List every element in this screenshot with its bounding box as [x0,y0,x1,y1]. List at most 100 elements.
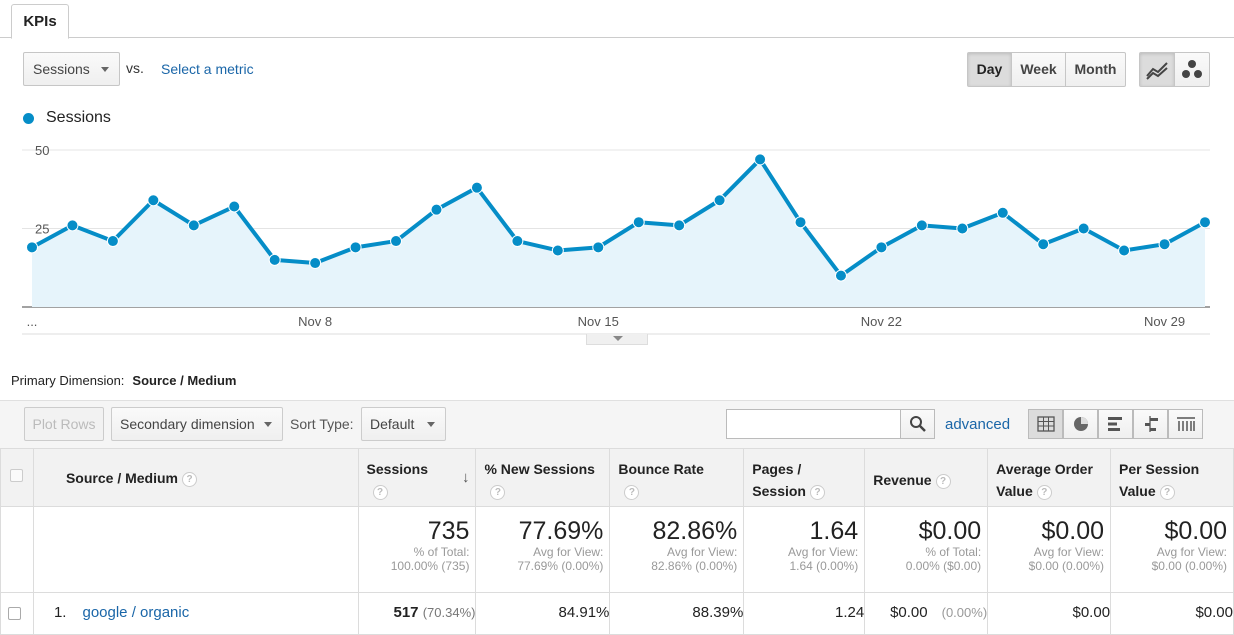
row-sessions-value: 517 [393,604,419,621]
data-point [26,241,38,254]
vs-label: vs. [126,60,144,76]
x-tick-label: Nov 22 [861,314,902,329]
total-sessions-sub2: 100.00% (735) [390,559,470,573]
select-metric-link[interactable]: Select a metric [161,61,254,77]
data-point [1037,238,1050,251]
chevron-down-icon [101,67,109,72]
view-pie-button[interactable] [1063,409,1098,439]
total-avg-order-value: $0.00 Avg for View: $0.00 (0.00%) [987,506,1112,593]
data-point [915,219,928,232]
total-pages-session-value: 1.64 [809,517,859,545]
motion-chart-button[interactable] [1174,52,1210,87]
secondary-dimension-label: Secondary dimension [120,416,255,432]
secondary-dimension-select[interactable]: Secondary dimension [111,407,283,441]
series-line [31,157,1206,278]
col-aov-label-1: Average Order [996,461,1093,477]
help-icon[interactable]: ? [1036,484,1052,500]
help-icon[interactable]: ? [182,471,197,487]
data-point [228,200,241,213]
col-new-sessions[interactable]: % New Sessions? [475,448,611,507]
tab-bar: KPIs [0,0,1234,39]
row-avg-order-value: $0.00 [987,592,1112,635]
col-new-sessions-label: % New Sessions [484,461,595,477]
col-revenue-label: Revenue [873,472,932,488]
x-tick-label: Nov 29 [1144,314,1185,329]
sort-descending-icon[interactable]: ↓ [461,469,470,486]
y-tick-label: 50 [35,143,49,158]
row-pages-session: 1.24 [743,592,866,635]
bubble-chart-icon [1182,60,1202,78]
data-point [754,153,767,166]
sort-type-select[interactable]: Default [361,407,446,441]
metric-select[interactable]: Sessions [23,52,120,86]
row-per-session-value: $0.00 [1110,592,1234,635]
total-aov-value: $0.00 [1041,517,1105,545]
help-icon[interactable]: ? [490,484,506,500]
help-icon[interactable]: ? [372,484,388,500]
x-tick-label: ... [27,314,38,329]
total-bounce-rate-value: 82.86% [652,517,738,545]
row-checkbox[interactable] [8,606,21,620]
select-all-checkbox[interactable] [10,469,23,482]
col-bounce-rate[interactable]: Bounce Rate? [609,448,745,507]
help-icon[interactable]: ? [935,473,951,489]
total-bounce-rate-sub1: Avg for View: [667,545,738,559]
col-source-medium[interactable]: Source / Medium? [32,448,359,507]
data-point [470,181,483,194]
sessions-chart[interactable]: 25 50... Nov 8 Nov 15 Nov 22 Nov 29 [0,130,1234,335]
plot-rows-button[interactable]: Plot Rows [24,407,104,441]
help-icon[interactable]: ? [624,484,640,500]
col-aov-label-2: Value [996,483,1033,499]
table-header-row: Source / Medium? Sessions? ↓ % New Sessio… [0,448,1234,507]
view-table-button[interactable] [1028,409,1063,439]
table-search-input[interactable] [726,409,901,439]
line-chart-button[interactable] [1139,52,1175,87]
total-new-sessions-sub2: 77.69% (0.00%) [517,559,604,573]
search-button[interactable] [900,409,935,439]
data-point [1077,222,1090,235]
bar-chart-icon [1108,417,1122,431]
row-revenue-value: $0.00 [890,604,928,621]
series-area-fill [32,159,1205,307]
view-pivot-button[interactable] [1168,409,1203,439]
total-sessions-value: 735 [427,517,470,545]
view-performance-button[interactable] [1098,409,1133,439]
view-comparison-button[interactable] [1133,409,1168,439]
data-point [834,269,847,282]
data-point [147,194,160,207]
table-row: 1. google / organic 517 (70.34%) 84.91% 8… [0,592,1234,635]
col-avg-order-value[interactable]: Average Order Value? [987,448,1112,507]
primary-dimension-value[interactable]: Source / Medium [132,373,237,388]
chart-collapse-handle[interactable] [586,334,648,345]
day-button[interactable]: Day [967,52,1012,87]
select-all-cell [0,448,34,507]
row-revenue-pct: (0.00%) [941,605,988,620]
tab-kpis[interactable]: KPIs [11,4,69,39]
total-new-sessions-sub1: Avg for View: [533,545,604,559]
data-point [309,257,322,270]
row-dimension-link[interactable]: google / organic [82,604,190,621]
chevron-down-icon [264,422,272,427]
help-icon[interactable]: ? [810,484,825,500]
col-per-session-value[interactable]: Per Session Value? [1110,448,1234,507]
data-point [713,194,726,207]
col-bounce-rate-label: Bounce Rate [618,461,704,477]
col-sessions[interactable]: Sessions? ↓ [357,448,477,507]
data-point [632,216,645,229]
total-pages-session-sub2: 1.64 (0.00%) [789,559,859,573]
week-button[interactable]: Week [1011,52,1066,87]
chevron-down-icon [427,422,435,427]
caret-down-icon [613,336,623,341]
month-button[interactable]: Month [1065,52,1126,87]
help-icon[interactable]: ? [1159,484,1175,500]
data-point [1118,244,1131,257]
data-point [66,219,79,232]
col-psv-label-2: Value [1119,483,1156,499]
data-point [1199,216,1211,229]
y-tick-label: 25 [35,222,49,237]
advanced-filter-link[interactable]: advanced [945,416,1011,433]
col-revenue[interactable]: Revenue? [864,448,989,507]
x-tick-label: Nov 15 [578,314,619,329]
col-pages-session[interactable]: Pages / Session? [743,448,866,507]
col-source-medium-label: Source / Medium [65,470,178,486]
